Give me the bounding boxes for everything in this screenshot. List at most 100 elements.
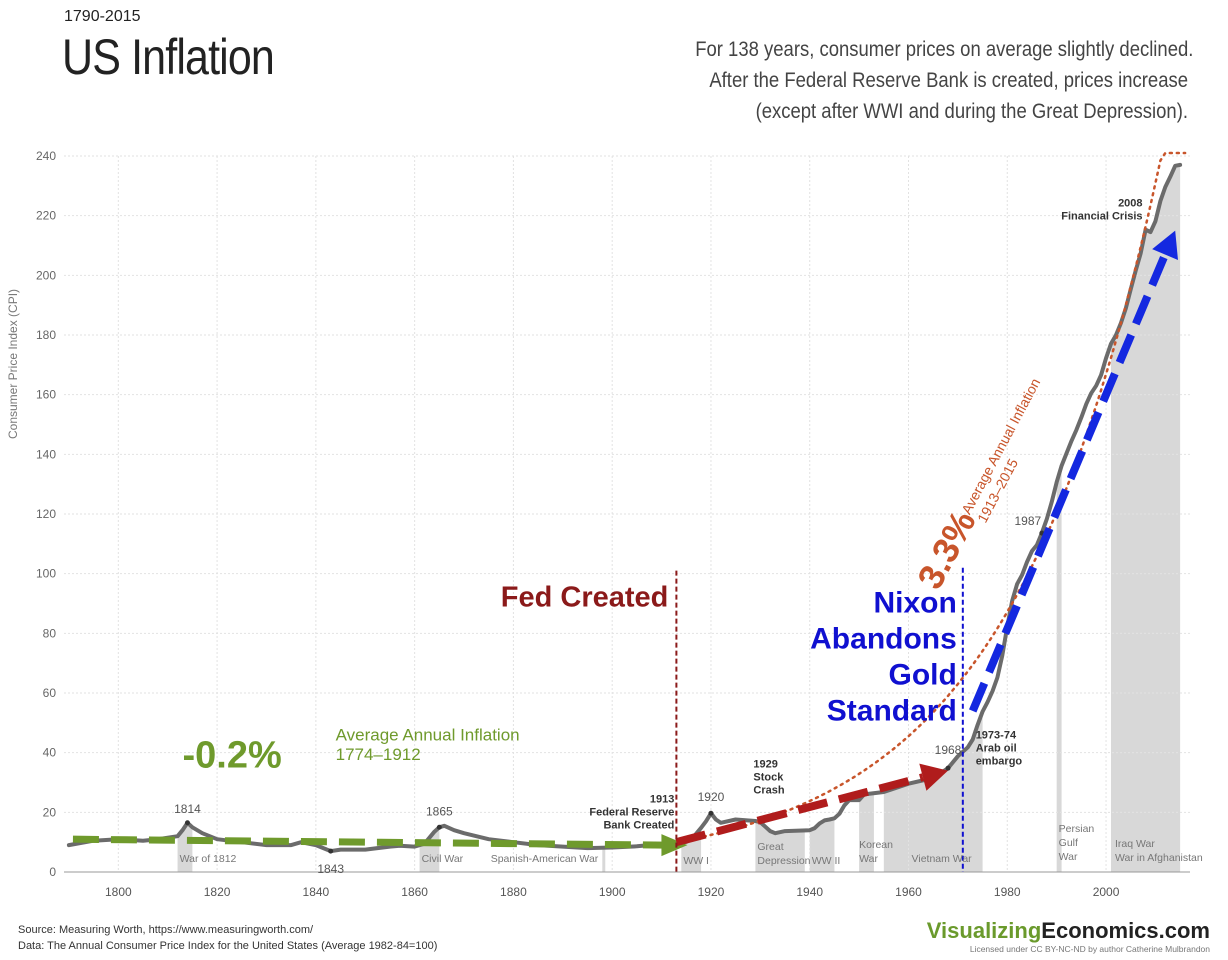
x-tick-label: 1820 [204,885,231,899]
x-tick-label: 1800 [105,885,132,899]
y-tick-label: 60 [43,686,57,700]
event-label: Stock [753,772,784,784]
y-tick-label: 80 [43,626,57,640]
nixon-label: Standard [827,694,957,727]
pre-fed-rate: -0.2% [183,735,282,777]
trend-arrowhead [919,763,949,791]
war-period-shade [755,820,805,872]
war-label: Gulf [1059,837,1078,849]
y-tick-label: 200 [36,268,56,282]
y-tick-label: 120 [36,507,56,521]
point-label: 1987 [1014,514,1041,528]
war-period-shade [177,822,193,872]
point-label: 1814 [174,802,201,816]
x-tick-label: 1920 [698,885,725,899]
y-tick-label: 180 [36,328,56,342]
point-label: 1865 [426,804,453,818]
cpi-chart: 0 20 40 60 80 100 120 140 160 180 200 220 240 1800 182… [6,149,1203,899]
war-period-shade [1110,164,1181,872]
war-label: Great [757,841,783,853]
license-note: Licensed under CC BY-NC-ND by author Cat… [969,944,1210,954]
event-label: Federal Reserve [589,806,674,818]
source-line: Source: Measuring Worth, https://www.mea… [18,924,314,936]
post-fed-trend-line [675,151,1187,844]
data-point [436,824,442,830]
war-label: War in Afghanistan [1115,852,1203,864]
x-tick-label: 2000 [1093,885,1120,899]
subtitle-line: For 138 years, consumer prices on averag… [695,38,1194,61]
nixon-label: Abandons [810,622,957,655]
war-period-shade [883,711,983,872]
war-label: Persian [1059,823,1095,835]
brand-logo: VisualizingEconomics.com [927,918,1210,944]
x-tick-label: 1940 [796,885,823,899]
x-tick-label: 1840 [303,885,330,899]
trend-arrow [675,773,924,847]
war-label: War [1059,851,1078,863]
point-label: 1920 [698,790,725,804]
war-label: Civil War [422,853,464,865]
source-note: Source: Measuring Worth, https://www.mea… [18,922,437,954]
event-label: Arab oil [976,743,1017,755]
x-tick-label: 1860 [401,885,428,899]
brand-part: Economics.com [1041,918,1210,943]
war-label: WW II [812,855,841,867]
fed-created-label: Fed Created [501,581,669,613]
data-point [184,820,190,826]
point-label: 1968 [935,743,962,757]
event-label: 1913 [650,793,674,805]
subtitle-line: After the Federal Reserve Bank is create… [709,69,1188,92]
y-tick-label: 20 [43,805,57,819]
war-period-shade [602,847,606,872]
data-point [328,848,334,854]
war-label: Spanish-American War [491,853,599,865]
event-label: Financial Crisis [1061,211,1142,223]
x-tick-label: 1960 [895,885,922,899]
x-tick-label: 1900 [599,885,626,899]
page-title: US Inflation [62,29,275,85]
event-label: Crash [753,785,784,797]
y-tick-label: 0 [49,865,56,879]
y-tick-label: 40 [43,746,57,760]
data-point [945,765,951,771]
subtitle: For 138 years, consumer prices on averag… [695,34,1194,127]
war-label: War of 1812 [180,853,237,865]
war-period-shade [809,818,835,872]
trend-arrowhead [1152,230,1178,260]
nixon-label: Nixon [873,586,956,619]
war-label: Korean [859,839,893,851]
war-label: Vietnam War [912,853,973,865]
y-tick-label: 140 [36,447,56,461]
brand-part: Visualizing [926,918,1042,943]
event-label: 2008 [1118,198,1142,210]
war-label: War [859,853,878,865]
pre-fed-arrowhead [661,834,688,857]
war-label: WW I [683,855,709,867]
war-period-shade [859,793,874,872]
event-label: 1929 [753,759,777,771]
x-tick-label: 1980 [994,885,1021,899]
war-label: Depression [757,855,810,867]
post-fed-rate: 3.3% [909,504,984,596]
date-range: 1790-2015 [64,8,141,25]
y-tick-label: 220 [36,209,56,223]
source-line: Data: The Annual Consumer Price Index fo… [18,940,438,952]
y-axis-label: Consumer Price Index (CPI) [6,289,20,439]
x-tick-label: 1880 [500,885,527,899]
y-tick-label: 160 [36,388,56,402]
point-label: 1843 [317,862,344,876]
event-label: 1973-74 [976,730,1017,742]
war-period-shade [419,827,440,872]
data-point [708,810,714,816]
pre-fed-trend-label: Average Annual Inflation [336,726,520,745]
y-tick-label: 100 [36,567,56,581]
cpi-series-line [66,162,1183,854]
pre-fed-trend-arrow [72,835,666,849]
event-label: embargo [976,756,1023,768]
pre-fed-trend-range: 1774–1912 [336,745,421,764]
nixon-label: Gold [888,658,956,691]
y-tick-label: 240 [36,149,56,163]
war-period-shade [1056,465,1062,872]
subtitle-line: (except after WWI and during the Great D… [755,100,1188,123]
